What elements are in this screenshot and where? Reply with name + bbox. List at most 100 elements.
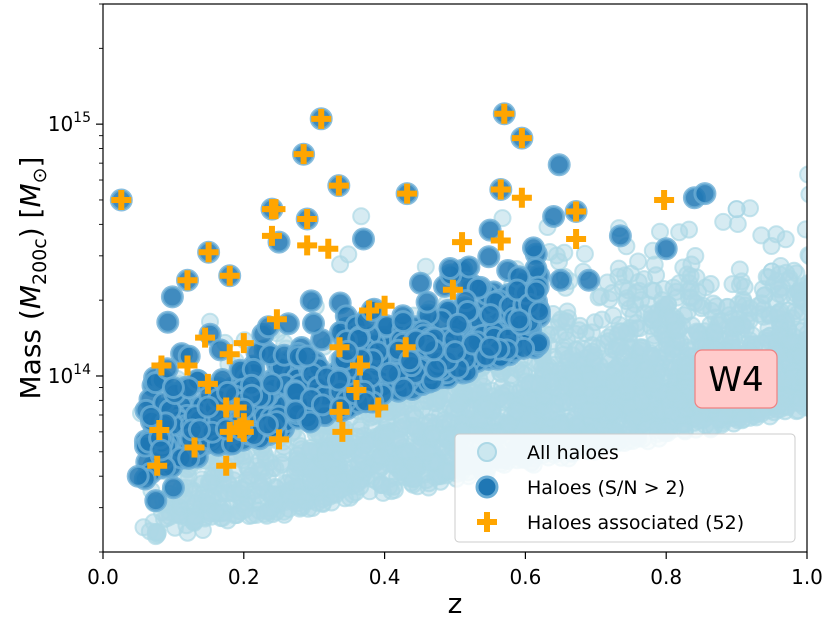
associated-halo-point	[318, 238, 339, 259]
all-halo-point	[357, 435, 376, 454]
all-halo-point	[493, 209, 512, 228]
all-halo-point	[609, 259, 628, 278]
all-halo-point	[568, 378, 587, 397]
y-axis-title: Mass (M200c) [M⊙]	[14, 157, 51, 400]
x-tick-label: 1.0	[791, 565, 823, 589]
sn-halo-point	[438, 257, 462, 280]
all-halo-point	[769, 303, 788, 322]
associated-halo-point	[311, 108, 332, 129]
y-tick-label: 1014	[48, 362, 91, 388]
sn-halo-point	[295, 344, 319, 368]
associated-halo-point	[198, 242, 219, 263]
all-halo-point	[499, 415, 518, 434]
y-axis-title-pre: Mass (	[14, 309, 47, 399]
associated-halo-point	[349, 355, 370, 376]
all-halo-point	[405, 456, 424, 475]
x-tick-label: 0.6	[509, 565, 541, 589]
all-halo-point	[665, 321, 684, 340]
associated-halo-point	[490, 230, 511, 251]
all-halo-point	[643, 281, 662, 300]
all-halo-point	[543, 402, 562, 421]
all-halo-point	[288, 487, 307, 506]
y-axis-title-m2: M	[14, 183, 47, 207]
sn-halo-point	[608, 224, 632, 248]
all-halo-point	[371, 447, 390, 466]
sn-halo-point	[577, 268, 601, 292]
all-halo-point	[773, 286, 792, 305]
associated-halo-point	[219, 421, 240, 442]
legend-marker-all-haloes	[477, 442, 497, 462]
sn-halo-point	[196, 395, 220, 419]
all-halo-point	[614, 343, 633, 362]
associated-halo-point	[261, 225, 282, 246]
all-halo-point	[305, 467, 324, 486]
sn-halo-point	[409, 271, 432, 295]
all-halo-point	[780, 269, 799, 288]
sn-halo-point	[542, 205, 566, 228]
sn-halo-point	[391, 310, 415, 334]
associated-halo-point	[359, 300, 380, 321]
sn-halo-point	[446, 312, 470, 336]
all-halo-point	[734, 410, 752, 429]
all-halo-point	[554, 345, 573, 364]
sn-halo-point	[693, 182, 717, 206]
legend-label-associated: Haloes associated (52)	[527, 512, 744, 534]
associated-halo-point	[329, 401, 350, 422]
sn-halo-point	[255, 413, 279, 437]
all-halo-point	[186, 506, 205, 525]
y-tick-label: 1015	[48, 110, 91, 136]
associated-halo-point	[293, 144, 314, 165]
sn-halo-point	[478, 218, 502, 242]
all-halo-point	[206, 502, 225, 521]
sn-halo-point	[457, 255, 481, 279]
associated-halo-point	[226, 397, 247, 418]
all-halo-point	[799, 165, 807, 184]
all-halo-point	[752, 226, 771, 245]
sn-halo-point	[392, 376, 416, 400]
associated-halo-point	[195, 327, 216, 348]
all-halo-point	[339, 245, 358, 264]
sn-halo-point	[284, 399, 307, 423]
all-halo-point	[770, 326, 789, 344]
all-halo-point	[752, 334, 771, 353]
all-halo-point	[642, 305, 661, 324]
all-halo-point	[762, 237, 781, 255]
y-axis-title-post: ]	[14, 157, 47, 168]
sn-halo-point	[549, 268, 573, 292]
associated-halo-point	[177, 270, 198, 291]
all-halo-point	[681, 326, 700, 345]
all-halo-point	[593, 310, 611, 329]
x-axis-title: z	[448, 587, 463, 620]
all-halo-point	[167, 505, 186, 524]
associated-halo-point	[266, 309, 287, 330]
all-halo-point	[727, 200, 746, 219]
sn-halo-point	[160, 285, 184, 309]
associated-halo-point	[149, 420, 170, 441]
sn-halo-point	[156, 310, 180, 334]
all-halo-point	[707, 297, 726, 316]
all-halo-point	[407, 420, 426, 439]
all-halo-point	[682, 255, 701, 274]
all-halo-point	[748, 297, 767, 316]
associated-halo-point	[111, 189, 132, 210]
all-halo-point	[140, 522, 159, 541]
associated-halo-point	[566, 201, 587, 222]
x-tick-label: 0.8	[650, 565, 682, 589]
sn-halo-point	[144, 489, 168, 513]
all-halo-point	[251, 478, 270, 497]
associated-halo-point	[374, 295, 395, 316]
x-tick-label: 0.0	[87, 565, 119, 589]
all-halo-point	[557, 312, 575, 331]
sn-halo-point	[424, 357, 448, 381]
associated-halo-point	[511, 128, 532, 149]
all-halo-point	[664, 278, 683, 297]
sn-halo-point	[327, 368, 350, 392]
sn-halo-point	[547, 153, 571, 177]
legend: All haloes Haloes (S/N > 2) Haloes assoc…	[454, 433, 796, 543]
all-halo-point	[272, 455, 291, 474]
associated-halo-point	[368, 397, 389, 418]
associated-halo-point	[395, 337, 416, 358]
all-halo-point	[435, 410, 454, 429]
associated-halo-point	[452, 232, 473, 253]
